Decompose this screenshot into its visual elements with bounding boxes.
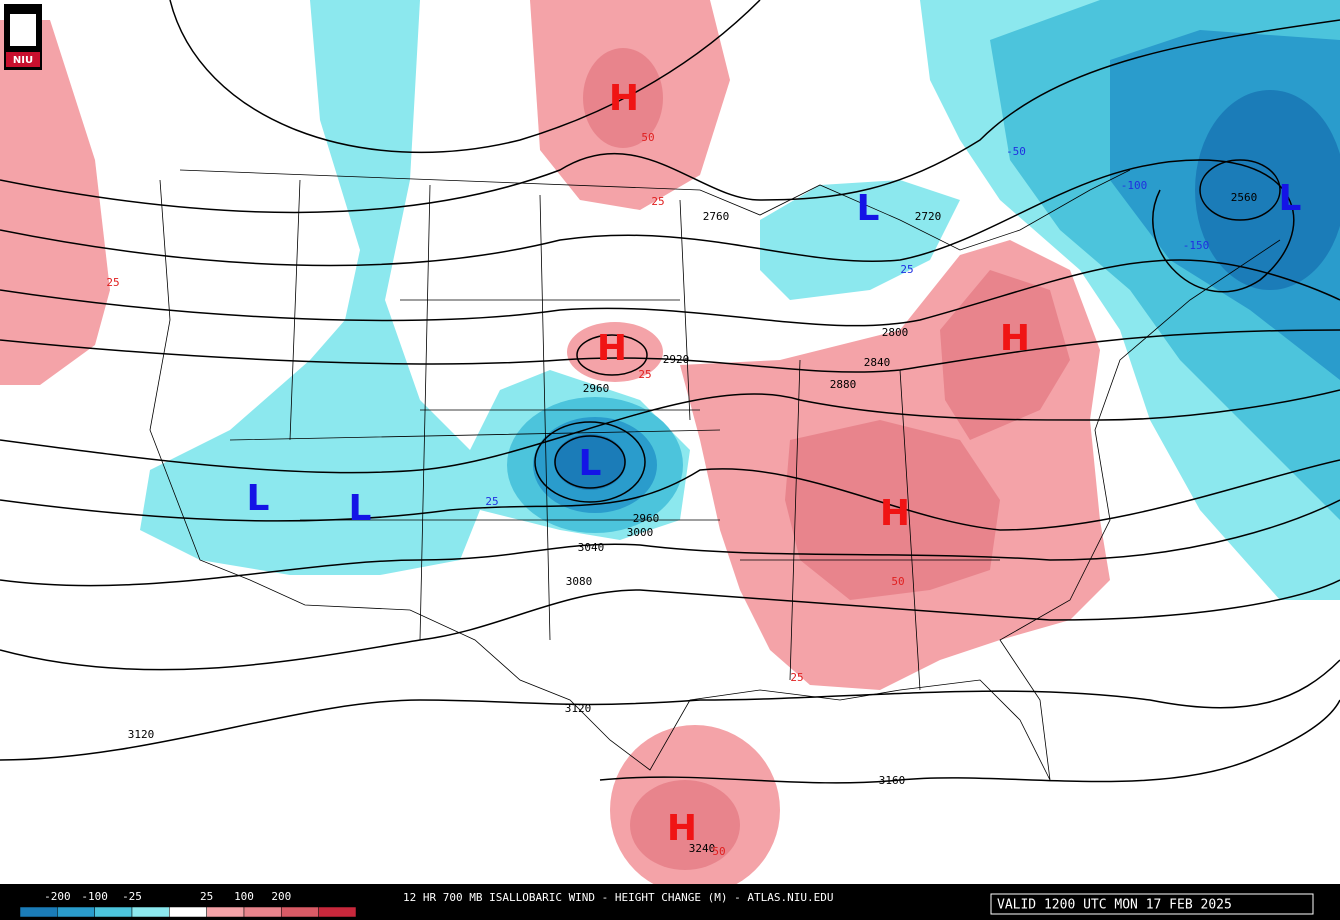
geography	[149, 169, 1281, 781]
change-label: 25	[638, 368, 651, 381]
low-center: L	[857, 188, 880, 229]
legend-swatch	[206, 906, 245, 918]
footer-title: 12 HR 700 MB ISALLOBARIC WIND - HEIGHT C…	[403, 891, 833, 904]
change-label: 25	[485, 495, 498, 508]
height-label: 2560	[1231, 191, 1258, 204]
change-label: 50	[641, 131, 654, 144]
height-label: 2840	[864, 356, 891, 369]
high-center: H	[1000, 318, 1030, 359]
legend-swatch	[281, 906, 319, 918]
height-label: 3040	[578, 541, 605, 554]
legend-label: 100	[234, 890, 254, 903]
low-center: L	[579, 443, 602, 484]
high-center: H	[667, 808, 697, 849]
height-label: 2960	[583, 382, 610, 395]
legend-swatch	[57, 906, 95, 918]
height-label: 2960	[633, 512, 660, 525]
legend-label: -200	[44, 890, 71, 903]
height-label: 3160	[879, 774, 906, 787]
change-label: 50	[891, 575, 904, 588]
logo: NIU	[4, 4, 42, 70]
height-labels: 2760 2720 2800 2840 2880 2920 2960 3040 …	[128, 191, 1258, 855]
height-rise-core	[630, 780, 740, 870]
change-label: 25	[900, 263, 913, 276]
height-fall-core	[1195, 90, 1340, 290]
height-rise-core	[940, 270, 1070, 440]
height-rise-core	[583, 48, 663, 148]
legend-label: -100	[81, 890, 108, 903]
low-center: L	[1279, 178, 1302, 219]
legend-swatch	[131, 906, 170, 918]
high-center: H	[880, 493, 910, 534]
height-contours	[0, 0, 1340, 784]
height-label: 3120	[565, 702, 592, 715]
legend-swatch	[318, 906, 357, 918]
height-fall-area	[760, 180, 960, 300]
height-fall-core	[554, 434, 626, 490]
legend-swatch	[94, 906, 133, 918]
legend-swatch	[243, 906, 282, 918]
height-label: 3120	[128, 728, 155, 741]
height-label: 2760	[703, 210, 730, 223]
legend: -200 -100 -25 25 100 200	[19, 890, 357, 918]
legend-label: -25	[122, 890, 142, 903]
low-center: L	[349, 488, 372, 529]
change-label: -150	[1183, 239, 1210, 252]
logo-band	[6, 52, 40, 67]
change-label: 25	[106, 276, 119, 289]
legend-label: 25	[200, 890, 213, 903]
height-label: 2880	[830, 378, 857, 391]
pressure-centers: H H H H H L L L L L	[247, 78, 1302, 849]
logo-text: NIU	[13, 55, 33, 66]
legend-swatch	[19, 906, 58, 918]
low-center: L	[247, 478, 270, 519]
change-label: 50	[712, 845, 725, 858]
logo-emblem	[10, 14, 36, 46]
high-center: H	[609, 78, 639, 119]
height-label: 2800	[882, 326, 909, 339]
change-labels: 25 50 25 25 25 50 50 -50 -100 -150 25 25	[106, 131, 1209, 858]
height-label: 2720	[915, 210, 942, 223]
change-label: -50	[1006, 145, 1026, 158]
height-label: 3000	[627, 526, 654, 539]
height-label: 3240	[689, 842, 716, 855]
legend-label: 200	[271, 890, 291, 903]
boundaries	[149, 169, 1281, 781]
valid-time-box	[990, 893, 1314, 915]
legend-swatch	[169, 906, 207, 918]
high-center: H	[597, 328, 627, 369]
change-label: -100	[1121, 179, 1148, 192]
change-label: 25	[651, 195, 664, 208]
height-label: 2920	[663, 353, 690, 366]
valid-time: VALID 1200 UTC MON 17 FEB 2025	[997, 898, 1232, 913]
height-label: 3080	[566, 575, 593, 588]
change-label: 25	[790, 671, 803, 684]
